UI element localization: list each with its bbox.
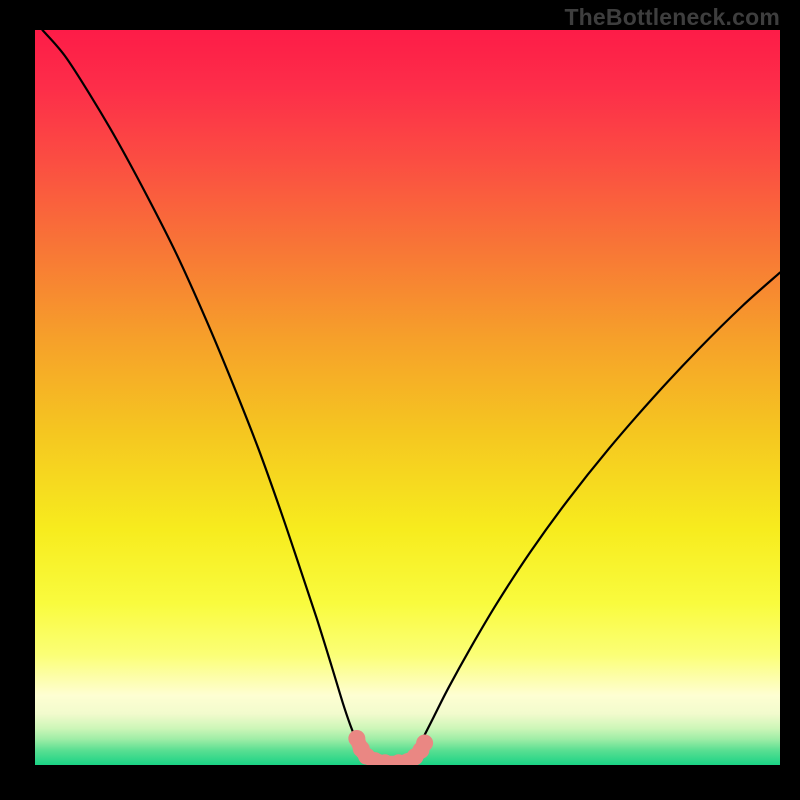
gradient-background — [35, 30, 780, 765]
watermark-text: TheBottleneck.com — [564, 4, 780, 31]
valley-dot — [416, 734, 433, 751]
plot-area — [35, 30, 780, 765]
chart-svg — [35, 30, 780, 765]
root: TheBottleneck.com — [0, 0, 800, 800]
